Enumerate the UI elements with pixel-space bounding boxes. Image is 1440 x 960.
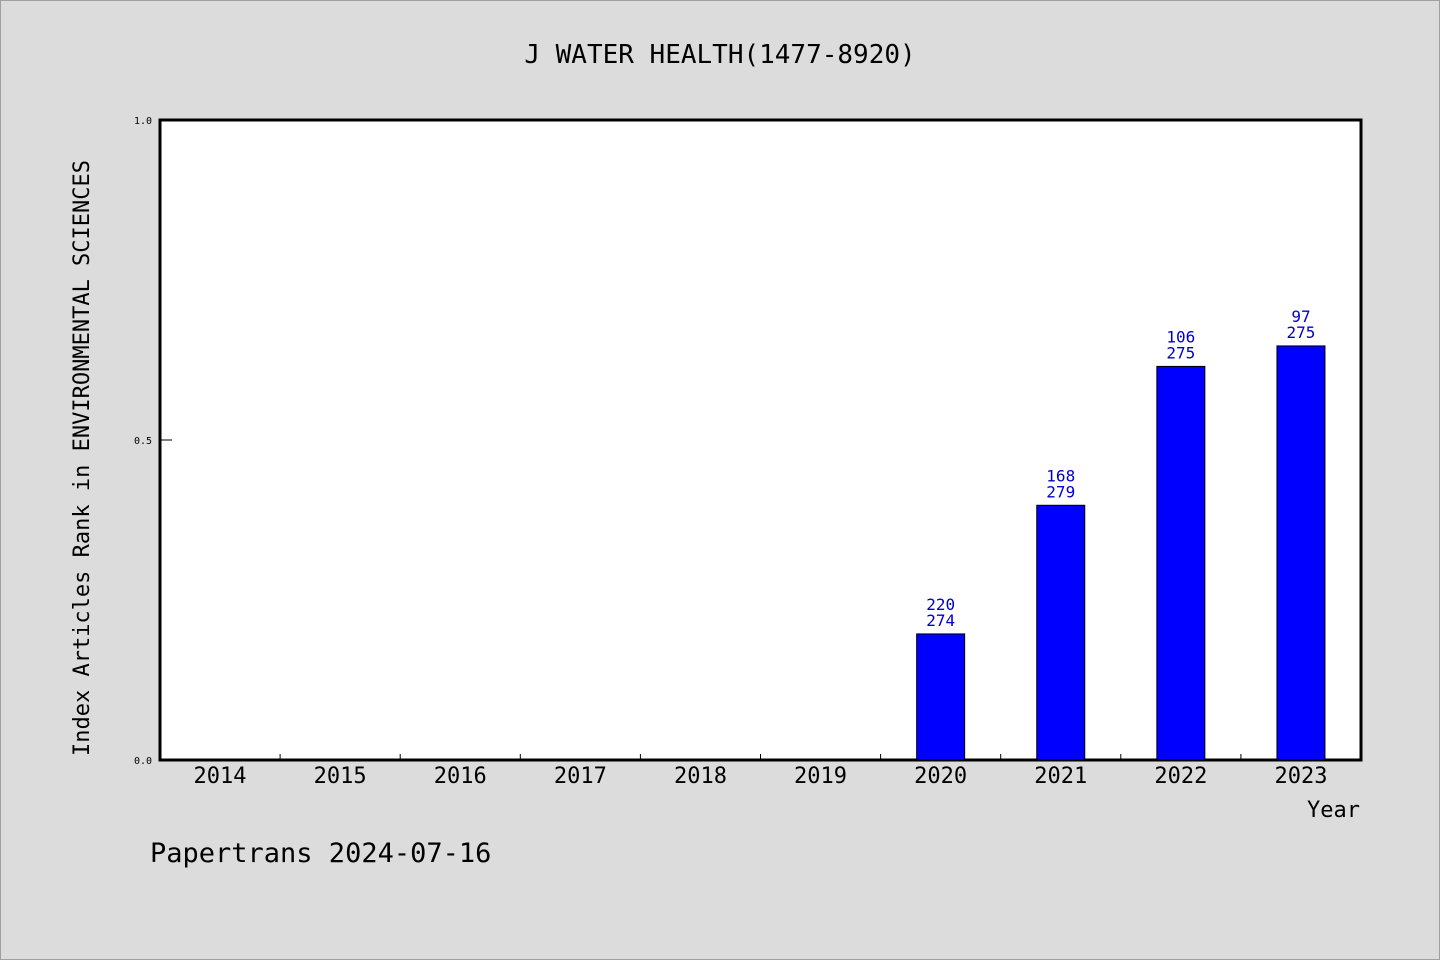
bar-total-label: 274 [926, 611, 955, 630]
x-tick-label: 2020 [914, 764, 967, 789]
bar-total-label: 275 [1286, 323, 1315, 342]
bar-total-label: 279 [1046, 482, 1075, 501]
bar [916, 633, 966, 761]
x-tick-label: 2021 [1034, 764, 1087, 789]
x-tick-label: 2018 [674, 764, 727, 789]
x-tick-label: 2017 [554, 764, 607, 789]
footer-text: Papertrans 2024-07-16 [150, 838, 491, 869]
bar-rank-label: 97 [1291, 307, 1310, 326]
bars [916, 345, 1326, 761]
y-axis-ticks: 0.0 0.5 1.0 [134, 116, 172, 767]
y-tick-label: 1.0 [134, 116, 152, 127]
x-tick-label: 2015 [314, 764, 367, 789]
y-axis-label: Index Articles Rank in ENVIRONMENTAL SCI… [70, 160, 95, 756]
bar-total-label: 275 [1166, 343, 1195, 362]
x-tick-label: 2023 [1274, 764, 1327, 789]
bar [1036, 504, 1086, 761]
bar-rank-label: 106 [1166, 327, 1195, 346]
x-tick-label: 2014 [194, 764, 247, 789]
x-axis-ticks: 2014 2015 2016 2017 2018 2019 2020 2021 2022 2023 [194, 754, 1327, 789]
x-tick-label: 2016 [434, 764, 487, 789]
bar-rank-label: 168 [1046, 466, 1075, 485]
bar [1276, 345, 1326, 761]
x-tick-label: 2019 [794, 764, 847, 789]
chart-title: J WATER HEALTH(1477-8920) [524, 40, 915, 70]
bar-rank-label: 220 [926, 595, 955, 614]
bar [1156, 365, 1206, 761]
y-tick-label: 0.5 [134, 436, 152, 447]
y-tick-label: 0.0 [134, 756, 152, 767]
x-tick-label: 2022 [1154, 764, 1207, 789]
x-axis-label: Year [1307, 798, 1360, 823]
